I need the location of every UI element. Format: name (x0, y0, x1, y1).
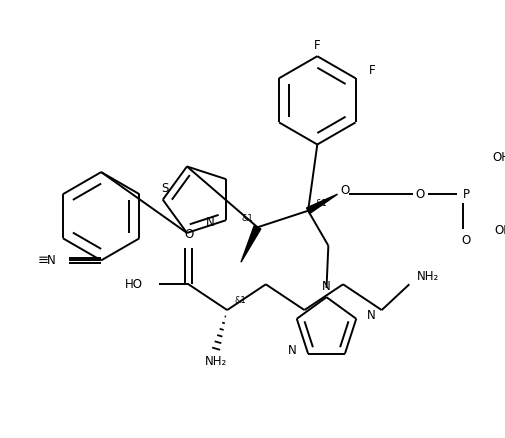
Text: &1: &1 (234, 297, 246, 305)
Text: F: F (314, 39, 320, 52)
Text: OH: OH (491, 151, 505, 164)
Text: P: P (462, 187, 469, 201)
Text: N: N (206, 215, 215, 229)
Text: O: O (183, 228, 193, 241)
Text: &1: &1 (315, 199, 327, 208)
Text: S: S (161, 182, 168, 195)
Text: NH₂: NH₂ (416, 270, 438, 283)
Text: HO: HO (124, 278, 142, 291)
Text: N: N (47, 254, 56, 267)
Text: ≡: ≡ (37, 254, 48, 267)
Polygon shape (240, 226, 261, 262)
Text: NH₂: NH₂ (205, 355, 227, 368)
Text: N: N (288, 343, 296, 357)
Text: &1: &1 (241, 214, 252, 223)
Text: O: O (461, 233, 470, 247)
Text: O: O (339, 184, 349, 197)
Text: O: O (415, 187, 424, 201)
Text: N: N (367, 309, 375, 321)
Text: OH: OH (493, 224, 505, 237)
Text: F: F (368, 64, 374, 78)
Text: N: N (322, 279, 330, 293)
Polygon shape (306, 194, 337, 214)
